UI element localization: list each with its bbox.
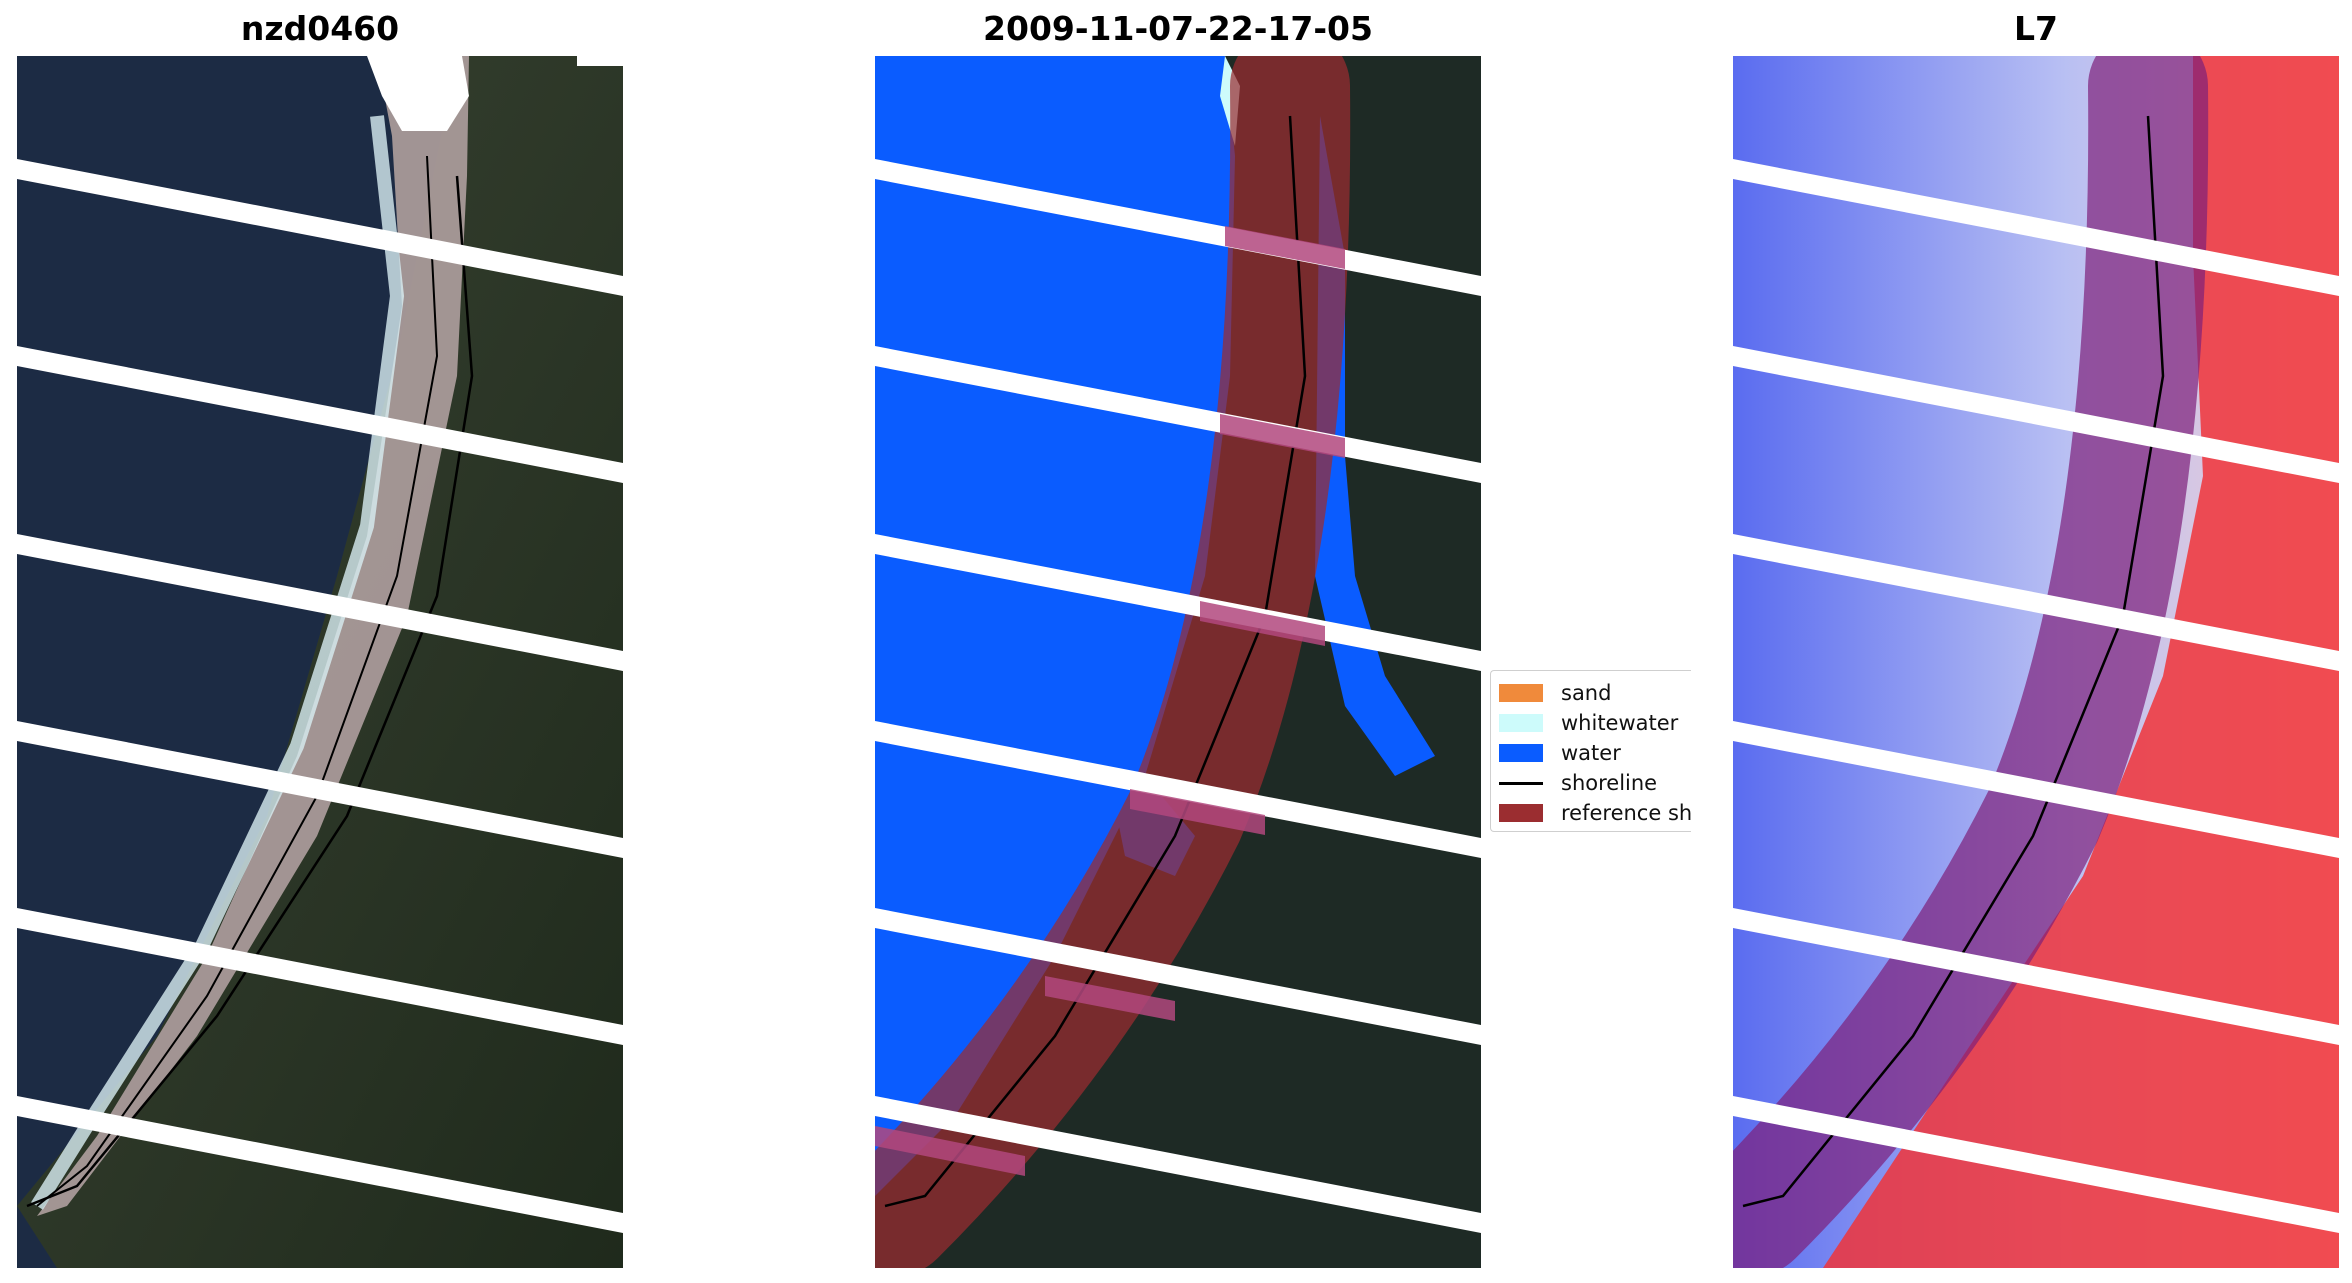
legend-label-whitewater: whitewater — [1561, 711, 1679, 735]
legend-item-water: water — [1499, 739, 1621, 767]
panel-title-index: L7 — [2014, 9, 2058, 48]
positive-index-area — [1823, 56, 2339, 1268]
panel-title-rgb: nzd0460 — [240, 9, 400, 48]
legend-label-water: water — [1561, 741, 1621, 765]
legend-item-whitewater: whitewater — [1499, 709, 1678, 737]
legend-line-shoreline — [1499, 781, 1543, 785]
legend-item-shoreline: shoreline — [1499, 769, 1657, 797]
legend-swatch-sand — [1499, 684, 1543, 702]
legend-item-sand: sand — [1499, 679, 1611, 707]
shoreline — [884, 115, 1307, 1208]
shoreline — [1742, 115, 2165, 1208]
scanline-gaps — [1733, 159, 2339, 1233]
index-image-panel — [1733, 56, 2339, 1268]
legend-swatch-whitewater — [1499, 714, 1543, 732]
legend: sand whitewater water shoreline referenc… — [1490, 670, 1691, 832]
scanline-gaps — [17, 159, 623, 1233]
water-class — [875, 56, 1235, 1196]
panel-title-classified: 2009-11-07-22-17-05 — [983, 9, 1373, 48]
legend-label-reference-shoreline: reference shoreline — [1561, 801, 1691, 825]
legend-swatch-reference-shoreline — [1499, 804, 1543, 822]
legend-label-sand: sand — [1561, 681, 1612, 705]
rgb-image-panel — [17, 56, 623, 1268]
beach-strip — [37, 56, 469, 1216]
legend-label-shoreline: shoreline — [1561, 771, 1658, 795]
cloud-gap — [367, 56, 469, 131]
classified-image-panel — [875, 56, 1481, 1268]
legend-item-reference-shoreline: reference shoreline — [1499, 799, 1691, 827]
detected-shoreline — [26, 175, 474, 1208]
legend-swatch-water — [1499, 744, 1543, 762]
